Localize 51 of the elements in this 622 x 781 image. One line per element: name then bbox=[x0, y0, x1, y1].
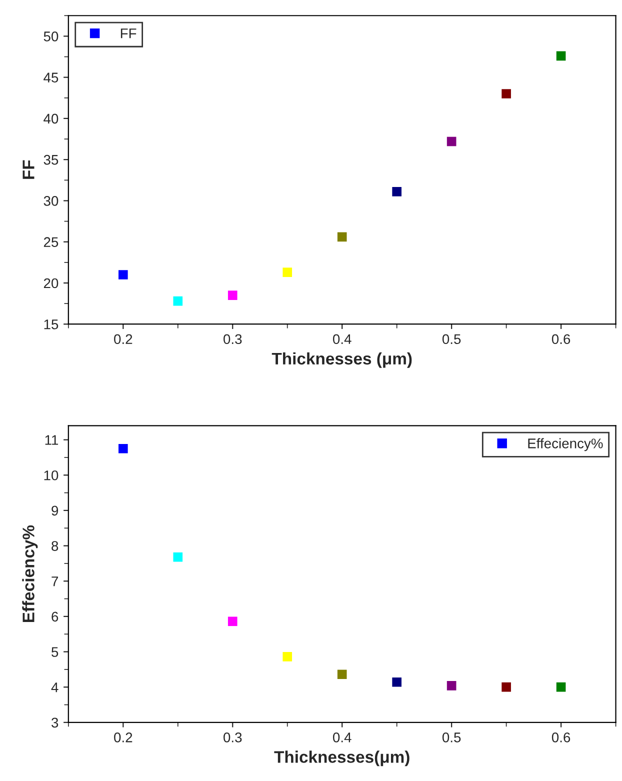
legend-label: FF bbox=[120, 28, 136, 38]
point bbox=[282, 268, 292, 277]
y-tick-label: 8 bbox=[52, 541, 58, 551]
point bbox=[337, 232, 347, 242]
point bbox=[392, 187, 402, 196]
y-tick-label: 40 bbox=[44, 114, 58, 124]
x-tick-label: 0.5 bbox=[442, 334, 461, 344]
point bbox=[446, 136, 456, 146]
y-tick-label: 5 bbox=[52, 647, 58, 657]
x-axis-title: Thicknesses(μm) bbox=[274, 750, 410, 766]
y-tick-label: 3 bbox=[52, 718, 58, 728]
x-tick-label: 0.3 bbox=[224, 334, 242, 344]
y-axis-title: Effeciency% bbox=[22, 525, 38, 622]
y-tick-label: 30 bbox=[44, 196, 58, 206]
point bbox=[556, 51, 566, 61]
legend-label: Effeciency% bbox=[528, 438, 603, 452]
x-tick-label: 0.2 bbox=[114, 732, 132, 742]
y-tick-label: 35 bbox=[44, 154, 58, 165]
point bbox=[502, 89, 511, 98]
point bbox=[228, 290, 238, 300]
point bbox=[337, 670, 347, 680]
point bbox=[556, 682, 566, 692]
point bbox=[173, 552, 183, 562]
point bbox=[282, 652, 292, 662]
y-tick-label: 15 bbox=[44, 320, 58, 330]
x-tick-label: 0.4 bbox=[332, 732, 352, 742]
point bbox=[502, 682, 511, 692]
y-tick-label: 9 bbox=[52, 506, 58, 516]
y-axis-title: FF bbox=[22, 160, 34, 179]
x-tick-label: 0.4 bbox=[332, 334, 352, 344]
x-tick-label: 0.3 bbox=[224, 732, 242, 742]
x-tick-label: 0.2 bbox=[114, 334, 132, 344]
y-tick-label: 45 bbox=[44, 72, 58, 82]
point bbox=[118, 270, 128, 280]
y-tick-label: 10 bbox=[44, 470, 58, 480]
point bbox=[173, 296, 183, 306]
point bbox=[392, 677, 402, 687]
point bbox=[118, 444, 128, 454]
x-tick-label: 0.6 bbox=[552, 334, 570, 344]
y-tick-label: 50 bbox=[44, 32, 58, 42]
y-tick-label: 4 bbox=[51, 682, 58, 692]
x-axis-title: Thicknesses (μm) bbox=[272, 352, 412, 368]
y-tick-label: 25 bbox=[44, 237, 58, 248]
point bbox=[446, 681, 456, 690]
point bbox=[228, 616, 238, 626]
y-tick-label: 20 bbox=[44, 278, 58, 288]
x-tick-label: 0.6 bbox=[552, 732, 570, 742]
y-tick-label: 7 bbox=[52, 576, 58, 586]
y-tick-label: 6 bbox=[52, 612, 58, 622]
x-tick-label: 0.5 bbox=[442, 732, 461, 742]
y-tick-label: 11 bbox=[45, 435, 58, 445]
